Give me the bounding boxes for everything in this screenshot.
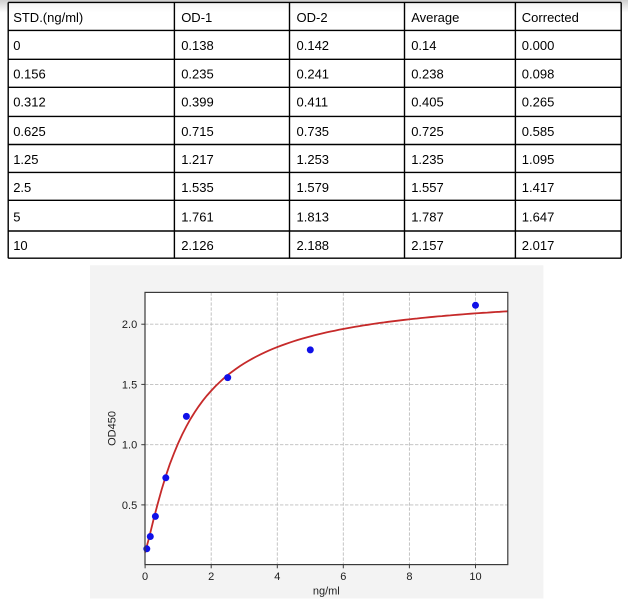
svg-text:2: 2 <box>208 571 214 583</box>
svg-text:0.625: 0.625 <box>13 124 46 139</box>
svg-text:1.813: 1.813 <box>297 209 330 224</box>
svg-text:0.14: 0.14 <box>411 38 436 53</box>
svg-text:OD-1: OD-1 <box>181 10 212 25</box>
svg-text:1.095: 1.095 <box>522 152 555 167</box>
svg-text:1.579: 1.579 <box>297 180 330 195</box>
svg-text:0: 0 <box>142 571 148 583</box>
svg-text:1.761: 1.761 <box>181 209 214 224</box>
svg-text:1.535: 1.535 <box>181 180 214 195</box>
svg-text:0.156: 0.156 <box>13 67 46 82</box>
svg-text:10: 10 <box>469 571 481 583</box>
svg-text:ng/ml: ng/ml <box>313 585 340 597</box>
svg-text:1.787: 1.787 <box>411 209 444 224</box>
svg-text:0.725: 0.725 <box>411 124 444 139</box>
svg-text:0.241: 0.241 <box>297 67 330 82</box>
svg-text:4: 4 <box>274 571 280 583</box>
svg-text:0: 0 <box>13 38 20 53</box>
svg-text:2.0: 2.0 <box>122 319 137 331</box>
svg-text:1.253: 1.253 <box>297 152 330 167</box>
svg-text:1.235: 1.235 <box>411 152 444 167</box>
svg-text:2.017: 2.017 <box>522 238 555 253</box>
svg-text:2.126: 2.126 <box>181 238 214 253</box>
svg-text:1.417: 1.417 <box>522 180 555 195</box>
svg-text:0.411: 0.411 <box>297 95 329 110</box>
svg-text:0.405: 0.405 <box>411 95 444 110</box>
svg-text:2.188: 2.188 <box>297 238 330 253</box>
svg-text:STD.(ng/ml): STD.(ng/ml) <box>13 10 83 25</box>
svg-text:1.217: 1.217 <box>181 152 214 167</box>
svg-text:OD450: OD450 <box>107 411 119 446</box>
svg-text:0.715: 0.715 <box>181 124 214 139</box>
svg-text:OD-2: OD-2 <box>297 10 328 25</box>
svg-text:0.312: 0.312 <box>13 95 46 110</box>
svg-text:Corrected: Corrected <box>522 10 579 25</box>
svg-text:2.5: 2.5 <box>13 180 31 195</box>
svg-text:1.25: 1.25 <box>13 152 38 167</box>
svg-text:0.138: 0.138 <box>181 38 214 53</box>
svg-text:0.399: 0.399 <box>181 95 214 110</box>
svg-text:0.142: 0.142 <box>297 38 330 53</box>
svg-text:1.557: 1.557 <box>411 180 444 195</box>
svg-text:1.0: 1.0 <box>122 440 137 452</box>
svg-text:2.157: 2.157 <box>411 238 444 253</box>
svg-text:1.647: 1.647 <box>522 209 555 224</box>
svg-text:6: 6 <box>340 571 346 583</box>
svg-text:0.235: 0.235 <box>181 67 214 82</box>
svg-text:1.5: 1.5 <box>122 379 137 391</box>
svg-text:0.5: 0.5 <box>122 500 137 512</box>
svg-text:0.585: 0.585 <box>522 124 555 139</box>
svg-text:5: 5 <box>13 209 20 224</box>
svg-text:0.000: 0.000 <box>522 38 555 53</box>
svg-text:Average: Average <box>411 10 459 25</box>
svg-text:0.238: 0.238 <box>411 67 444 82</box>
svg-text:0.098: 0.098 <box>522 67 555 82</box>
svg-text:8: 8 <box>406 571 412 583</box>
svg-text:10: 10 <box>13 238 27 253</box>
svg-text:0.265: 0.265 <box>522 95 555 110</box>
svg-text:0.735: 0.735 <box>297 124 330 139</box>
